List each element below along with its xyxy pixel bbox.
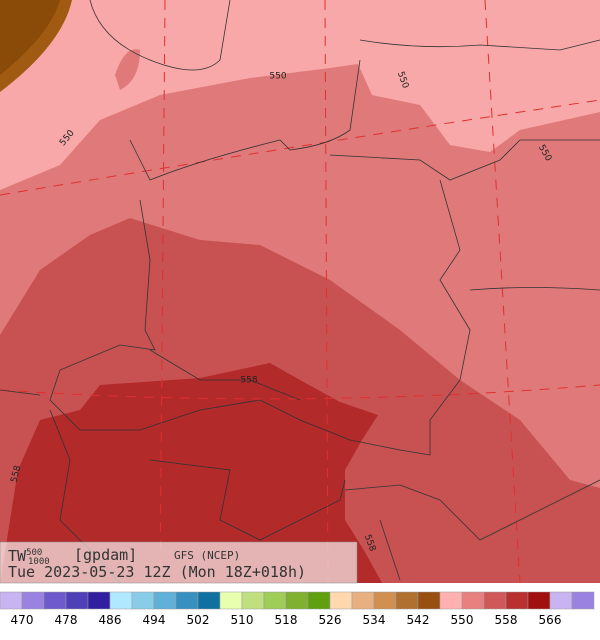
colorbar-label: 534: [363, 613, 386, 627]
colorbar-swatch: [131, 591, 155, 610]
colorbar-swatch: [395, 591, 419, 610]
colorbar-label: 550: [451, 613, 474, 627]
colorbar-label: 526: [319, 613, 342, 627]
colorbar-swatch: [571, 591, 595, 610]
variable-name: TW: [8, 547, 27, 565]
title-box: [0, 541, 358, 584]
colorbar-swatch: [549, 591, 573, 610]
colorbar-swatch: [483, 591, 507, 610]
valid-time: Tue 2023-05-23 12Z (Mon 18Z+018h): [8, 563, 306, 581]
colorbar-label: 494: [143, 613, 166, 627]
colorbar-swatch: [197, 591, 221, 610]
colorbar-label: 542: [407, 613, 430, 627]
colorbar-swatch: [527, 591, 551, 610]
colorbar-swatch: [373, 591, 397, 610]
colorbar-swatch: [417, 591, 441, 610]
colorbar-label: 470: [11, 613, 34, 627]
colorbar-label: 510: [231, 613, 254, 627]
colorbar-swatch: [109, 591, 133, 610]
colorbar-label: 518: [275, 613, 298, 627]
colorbar-swatch: [153, 591, 177, 610]
colorbar-swatch: [87, 591, 111, 610]
colorbar: 470 478 486 494 502 510 518 526 534 542 550 558 566: [0, 591, 595, 627]
colorbar-swatch: [175, 591, 199, 610]
colorbar-label: 502: [187, 613, 210, 627]
colorbar-swatch: [285, 591, 309, 610]
field-corner: [0, 0, 60, 75]
colorbar-swatch: [219, 591, 243, 610]
colorbar-label: 566: [539, 613, 562, 627]
variable: TW500: [8, 547, 42, 565]
variable-sup: 500: [26, 548, 42, 558]
colorbar-swatch: [439, 591, 463, 610]
colorbar-swatch: [329, 591, 353, 610]
contour-label: 558: [9, 464, 23, 483]
colorbar-swatch: [0, 591, 23, 610]
colorbar-swatch: [351, 591, 375, 610]
colorbar-swatch: [43, 591, 67, 610]
units: [gpdam]: [74, 546, 137, 564]
colorbar-label: 478: [55, 613, 78, 627]
variable-sub: 1000: [28, 557, 50, 567]
contour-label: 558: [240, 376, 257, 386]
colorbar-swatch: [505, 591, 529, 610]
colorbar-swatch: [263, 591, 287, 610]
colorbar-swatch: [461, 591, 485, 610]
colorbar-swatch: [65, 591, 89, 610]
colorbar-label: 558: [495, 613, 518, 627]
model: GFS (NCEP): [174, 549, 240, 562]
colorbar-label: 486: [99, 613, 122, 627]
field-band: [115, 49, 140, 90]
field-band: [0, 363, 382, 583]
contour-label: 550: [269, 72, 286, 82]
graticule: [0, 0, 600, 584]
colorbar-swatch: [21, 591, 45, 610]
colorbar-swatch: [241, 591, 265, 610]
colorbar-swatch: [307, 591, 331, 610]
